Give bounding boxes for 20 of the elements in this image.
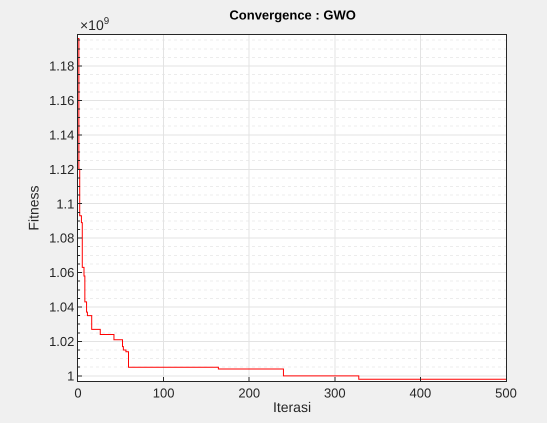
x-tick-label: 400 bbox=[410, 386, 432, 401]
y-tick-label: 1.16 bbox=[49, 92, 74, 108]
y-tick-label: 1.12 bbox=[49, 162, 74, 177]
y-tick-label: 1.08 bbox=[49, 230, 74, 246]
text: ×10$^{9}$ bbox=[80, 16, 110, 33]
y-axis-title: Fitness bbox=[26, 185, 42, 231]
x-tick-label: 500 bbox=[495, 386, 517, 401]
chart-title: Convergence : GWO bbox=[229, 8, 356, 23]
x-tick-label: 100 bbox=[152, 386, 174, 401]
x-tick-label: 200 bbox=[238, 386, 260, 401]
x-tick-label: 300 bbox=[324, 386, 346, 401]
y-tick-label: 1.06 bbox=[49, 265, 74, 280]
y-tick-label: 1 bbox=[67, 368, 74, 384]
x-axis-title: Iterasi bbox=[272, 398, 312, 415]
y-tick-label: 1.1 bbox=[56, 196, 74, 212]
x-tick-label: 0 bbox=[74, 386, 82, 401]
y-tick-label: 1.14 bbox=[49, 127, 74, 142]
y-tick-label: 1.02 bbox=[49, 334, 74, 349]
y-tick-label: 1.04 bbox=[49, 300, 74, 315]
y-tick-label: 1.18 bbox=[49, 58, 74, 74]
